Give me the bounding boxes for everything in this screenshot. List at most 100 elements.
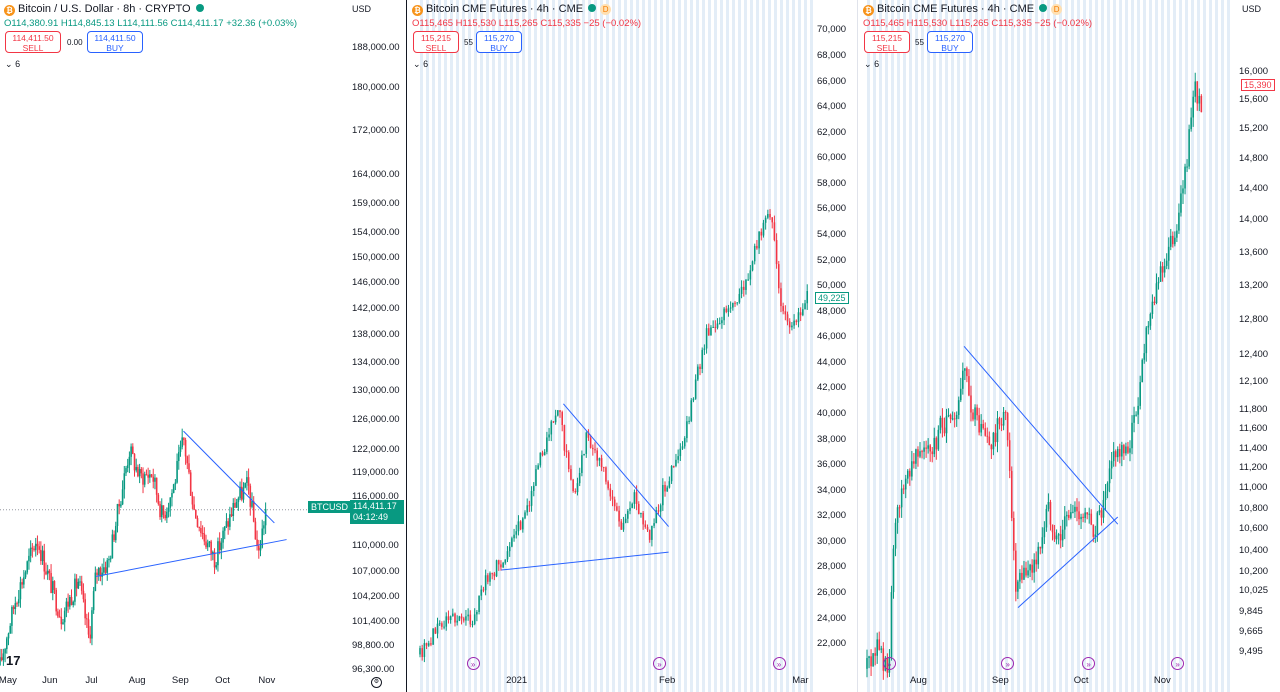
- candle: [174, 479, 177, 491]
- session-band: [969, 0, 972, 692]
- candle: [909, 468, 911, 486]
- chart-panel-cme-2020[interactable]: ₿ Bitcoin CME Futures · 4h · CME D O115,46…: [859, 0, 1280, 692]
- session-band: [1113, 0, 1116, 692]
- y-axis-tick-label: 188,000.00: [352, 41, 400, 53]
- sell-button[interactable]: 115,215 SELL: [413, 31, 459, 53]
- y-axis-tick-label: 44,000: [817, 356, 847, 368]
- candle: [662, 478, 664, 511]
- session-band: [576, 0, 579, 692]
- y-axis-tick-label: 104,200.00: [352, 590, 400, 602]
- candle: [484, 569, 487, 596]
- candle: [72, 600, 75, 608]
- indicators-toggle[interactable]: ⌄ 6: [864, 59, 879, 70]
- economic-event-icon[interactable]: »: [772, 657, 786, 670]
- candle: [430, 637, 432, 647]
- candle: [576, 477, 579, 496]
- candle: [181, 428, 183, 450]
- candle: [917, 446, 919, 467]
- candle: [478, 595, 480, 615]
- session-band: [606, 0, 609, 692]
- price-chart-cme-2020[interactable]: [859, 0, 1280, 692]
- trendline[interactable]: [501, 551, 669, 571]
- session-band: [885, 0, 888, 692]
- buy-button[interactable]: 115,270 BUY: [927, 31, 973, 53]
- candle: [511, 536, 513, 548]
- candle: [89, 626, 92, 644]
- session-band: [1059, 0, 1062, 692]
- sell-button[interactable]: 114,411.50 SELL: [5, 31, 61, 53]
- economic-event-icon[interactable]: »: [653, 657, 667, 670]
- trendline[interactable]: [1017, 516, 1119, 608]
- economic-event-icon[interactable]: »: [1082, 657, 1096, 670]
- session-band: [780, 0, 783, 692]
- y-axis-tick-label: 10,400: [1239, 544, 1269, 556]
- indicators-toggle[interactable]: ⌄ 6: [5, 59, 20, 70]
- x-axis-tick-label: Mar: [792, 675, 809, 686]
- candle: [469, 610, 472, 628]
- sell-price: 114,411.50: [12, 33, 54, 43]
- session-band: [1185, 0, 1188, 692]
- chart-title: Bitcoin / U.S. Dollar · 8h · CRYPTO: [18, 3, 191, 15]
- candle: [43, 543, 46, 580]
- candle: [760, 228, 763, 241]
- y-axis-tick-label: 12,800: [1239, 314, 1269, 325]
- x-axis-tick-label: Jul: [85, 675, 98, 686]
- y-axis-tick-label: 60,000: [817, 152, 847, 164]
- indicators-toggle[interactable]: ⌄ 6: [413, 59, 428, 70]
- settings-gear-icon[interactable]: ⚙: [371, 677, 382, 688]
- trendline[interactable]: [963, 346, 1119, 525]
- x-axis-tick-label: Jun: [42, 675, 58, 686]
- session-band: [612, 0, 615, 692]
- y-axis-tick-label: 26,000: [817, 587, 847, 599]
- candle: [919, 442, 921, 459]
- candle: [1165, 253, 1168, 270]
- trendline[interactable]: [96, 539, 287, 577]
- chart-panel-btcusd[interactable]: ₿ Bitcoin / U.S. Dollar · 8h · CRYPTO O11…: [0, 0, 407, 692]
- candle: [137, 464, 139, 478]
- buy-button[interactable]: 114,411.50 BUY: [87, 31, 143, 53]
- y-axis-tick-label: 50,000: [817, 280, 847, 292]
- buy-button[interactable]: 115,270 BUY: [476, 31, 522, 53]
- economic-event-icon[interactable]: »: [466, 657, 480, 670]
- candle: [872, 653, 874, 667]
- session-band: [1011, 0, 1014, 692]
- candle: [692, 397, 695, 403]
- currency-selector[interactable]: USD: [352, 4, 372, 14]
- economic-event-icon[interactable]: »: [1001, 657, 1015, 670]
- sell-button[interactable]: 115,215 SELL: [864, 31, 910, 53]
- candle: [894, 518, 897, 557]
- candle: [26, 560, 29, 575]
- candle: [904, 474, 907, 499]
- currency-selector[interactable]: USD: [1242, 4, 1262, 14]
- open-value: 115,465: [870, 18, 905, 29]
- economic-event-icon[interactable]: »: [882, 657, 896, 670]
- candle: [201, 525, 204, 540]
- price-chart-btcusd[interactable]: [0, 0, 407, 692]
- candle: [911, 450, 913, 481]
- session-band: [1149, 0, 1152, 692]
- candle: [263, 521, 265, 536]
- candle: [1045, 504, 1048, 532]
- session-band: [504, 0, 507, 692]
- candle: [1176, 224, 1178, 243]
- trendline[interactable]: [563, 403, 669, 527]
- y-axis-tick-label: 14,800: [1239, 152, 1269, 164]
- candle: [572, 478, 574, 493]
- economic-event-icon[interactable]: »: [1171, 657, 1185, 670]
- session-band: [450, 0, 453, 692]
- candle: [12, 605, 15, 615]
- session-band: [498, 0, 501, 692]
- candle: [589, 434, 592, 449]
- candle: [242, 482, 245, 503]
- candle: [764, 215, 767, 230]
- chart-panel-cme-2021[interactable]: ₿ Bitcoin CME Futures · 4h · CME D O115,46…: [408, 0, 858, 692]
- session-band: [993, 0, 996, 692]
- bitcoin-logo-icon: ₿: [4, 5, 15, 16]
- trendline[interactable]: [183, 430, 275, 524]
- candle: [126, 458, 129, 473]
- candle: [1059, 525, 1062, 549]
- candle: [101, 563, 103, 586]
- price-chart-cme-2021[interactable]: [408, 0, 858, 692]
- candle: [1147, 321, 1150, 335]
- candle: [738, 288, 741, 304]
